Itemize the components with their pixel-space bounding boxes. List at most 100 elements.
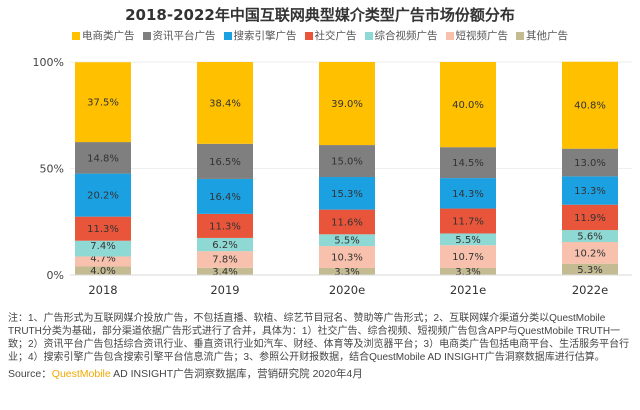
- data-label: 6.2%: [212, 240, 237, 251]
- data-label: 5.3%: [577, 265, 602, 276]
- legend-item: 综合视频广告: [364, 28, 438, 43]
- bar-segment: [562, 230, 618, 242]
- data-label: 4.0%: [90, 266, 115, 277]
- data-label: 16.5%: [209, 157, 241, 168]
- bar-segment: [562, 241, 618, 264]
- data-label: 7.8%: [212, 254, 237, 265]
- legend-swatch: [223, 31, 232, 40]
- data-label: 15.0%: [331, 157, 363, 168]
- source-brand: QuestMobile: [51, 368, 111, 380]
- bar-segment: [319, 267, 375, 275]
- data-label: 5.6%: [577, 232, 602, 243]
- legend-swatch: [304, 31, 313, 40]
- data-label: 10.2%: [574, 248, 606, 259]
- bar-segment: [197, 143, 253, 179]
- bar-segment: [75, 266, 131, 275]
- bar-segment: [197, 237, 253, 252]
- data-label: 40.8%: [574, 101, 606, 112]
- legend-swatch: [516, 31, 524, 40]
- data-label: 14.5%: [452, 158, 484, 169]
- bar-segment: [562, 204, 618, 231]
- legend-item: 短视频广告: [445, 28, 509, 43]
- chart-title: 2018-2022年中国互联网典型媒介类型广告市场份额分布: [125, 6, 515, 24]
- bar-segment: [319, 62, 375, 146]
- stacked-bar-chart: 0% 50% 100% 4.0%4.7% 7.4% 11.3% 20.2% 14.8% 37.5…: [33, 56, 632, 297]
- bar-segment: [319, 234, 375, 247]
- bar-segment: [319, 177, 375, 210]
- legend-swatch: [445, 31, 454, 40]
- legend-swatch: [72, 31, 80, 40]
- bar-segment: [440, 208, 496, 234]
- bar-segment: [562, 176, 618, 205]
- bar-segment: [562, 61, 618, 149]
- data-label: 4.7%: [90, 254, 115, 265]
- bar-segment: [197, 251, 253, 268]
- bar-segment: [197, 178, 253, 214]
- data-label: 15.3%: [331, 189, 363, 200]
- x-tick-label: 2018: [88, 283, 117, 297]
- legend-label: 短视频广告: [455, 30, 509, 42]
- footnotes: 注：1、广告形式为互联网媒介投放广告，不包括直播、软植、综艺节目冠名、赞助等广告…: [8, 313, 630, 363]
- y-tick-label: 50%: [40, 163, 64, 176]
- legend-label: 搜索引擎广告: [233, 30, 297, 42]
- x-tick-label: 2020e: [329, 283, 365, 297]
- data-label: 16.4%: [209, 192, 241, 203]
- bar-segment: [75, 240, 131, 257]
- data-label: 3.3%: [334, 267, 359, 278]
- x-tick-label: 2022e: [572, 283, 608, 297]
- bar-segment: [440, 245, 496, 268]
- data-label: 11.3%: [209, 221, 241, 232]
- legend-item: 搜索引擎广告: [223, 28, 297, 43]
- bar-segment: [197, 62, 253, 144]
- source-line: Source：QuestMobile AD INSIGHT广告洞察数据库，营销研…: [8, 368, 636, 381]
- data-label: 37.5%: [87, 98, 119, 109]
- x-tick-label: 2019: [210, 283, 239, 297]
- source-label: Source：: [8, 368, 52, 380]
- data-label: 40.0%: [452, 100, 484, 111]
- data-label: 39.0%: [331, 99, 363, 110]
- legend-item: 资讯平台广告: [142, 28, 216, 43]
- data-label: 10.3%: [331, 253, 363, 264]
- bar-segment: [75, 142, 131, 174]
- bar-segment: [440, 62, 496, 148]
- data-label: 11.7%: [452, 217, 484, 228]
- legend-swatch: [364, 31, 373, 40]
- legend-item: 电商类广告: [72, 28, 135, 43]
- legend-label: 其他广告: [526, 30, 568, 42]
- data-label: 3.4%: [212, 267, 237, 278]
- data-label: 38.4%: [209, 98, 241, 109]
- y-tick-label: 0%: [47, 269, 64, 282]
- data-label: 13.3%: [574, 186, 606, 197]
- data-label: 3.3%: [455, 267, 480, 278]
- legend-label: 社交广告: [314, 30, 357, 42]
- bar-segment: [440, 178, 496, 209]
- data-label: 14.8%: [87, 153, 119, 164]
- x-tick-label: 2021e: [450, 283, 486, 297]
- data-label: 7.4%: [90, 241, 115, 252]
- y-tick-label: 100%: [33, 56, 64, 69]
- data-label: 5.5%: [334, 236, 359, 247]
- legend-label: 电商类广告: [82, 30, 135, 42]
- data-label: 11.9%: [574, 213, 606, 224]
- data-label: 10.7%: [452, 252, 484, 263]
- legend-item: 社交广告: [304, 28, 357, 43]
- bar-segment: [440, 233, 496, 246]
- bar-segment: [440, 147, 496, 179]
- data-label: 14.3%: [452, 189, 484, 200]
- bar-segment: [75, 216, 131, 241]
- bar-segment: [197, 213, 253, 238]
- data-label: 20.2%: [87, 191, 119, 202]
- bar-segment: [319, 209, 375, 235]
- legend: 电商类广告 资讯平台广告 搜索引擎广告 社交广告 综合视频广告 短视频广告 其他广告: [0, 28, 640, 43]
- bar-segment: [562, 148, 618, 177]
- data-label: 13.0%: [574, 158, 606, 169]
- bar-segment: [75, 173, 131, 217]
- footer: 注：1、广告形式为互联网媒介投放广告，不包括直播、软植、综艺节目冠名、赞助等广告…: [8, 312, 636, 381]
- legend-swatch: [142, 31, 151, 40]
- data-label: 11.6%: [331, 217, 363, 228]
- bar-segment: [197, 267, 253, 275]
- legend-item: 其他广告: [516, 28, 568, 43]
- bar-segment: [75, 62, 131, 143]
- legend-label: 综合视频广告: [374, 30, 438, 42]
